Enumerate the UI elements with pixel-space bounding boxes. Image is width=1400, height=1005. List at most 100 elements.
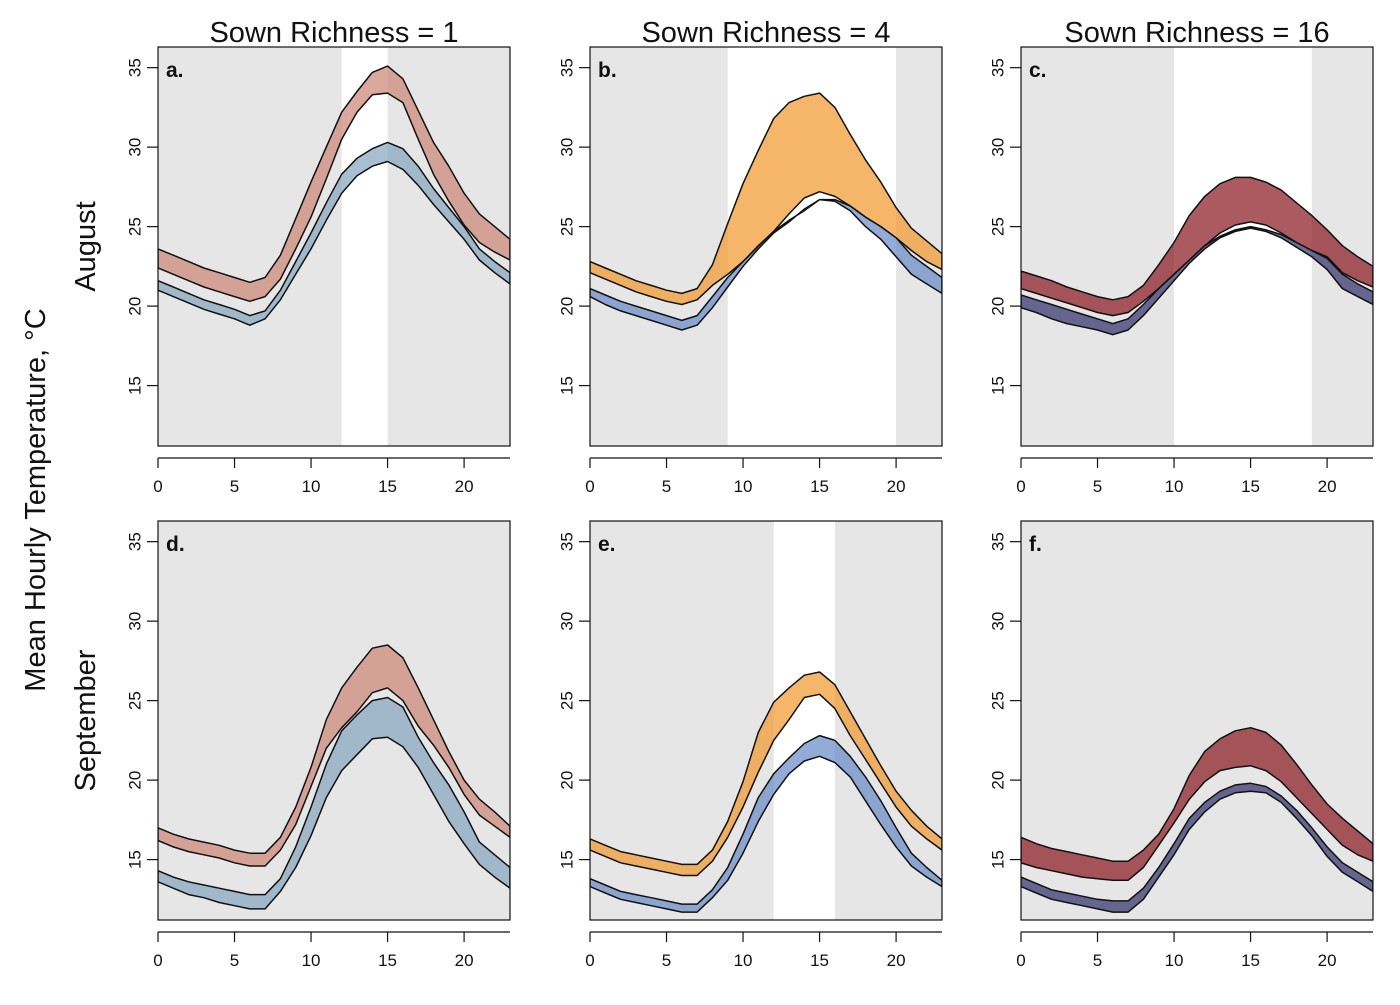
x-tick-label: 5	[662, 951, 671, 970]
y-tick-label: 15	[125, 850, 144, 869]
y-tick-label: 15	[988, 376, 1007, 395]
plot-frame	[157, 46, 511, 447]
x-tick-label: 20	[1318, 951, 1337, 970]
y-tick-label: 25	[988, 691, 1007, 710]
x-tick-label: 5	[230, 951, 239, 970]
x-tick-label: 10	[1165, 951, 1184, 970]
panel-label: a.	[166, 59, 184, 82]
y-tick-label: 25	[125, 217, 144, 236]
band	[590, 92, 942, 306]
band	[590, 198, 942, 331]
bands	[158, 65, 510, 326]
panel-label: d.	[166, 533, 185, 556]
x-tick-label: 5	[662, 477, 671, 496]
column-title: Sown Richness = 1	[209, 17, 458, 49]
x-tick-label: 20	[1318, 477, 1337, 496]
band	[590, 671, 942, 877]
column-title: Sown Richness = 16	[1064, 17, 1329, 49]
x-tick-label: 10	[734, 951, 753, 970]
x-tick-label: 0	[1016, 951, 1025, 970]
y-tick-label: 15	[557, 850, 576, 869]
band	[590, 734, 942, 913]
y-tick-label: 20	[988, 297, 1007, 316]
y-tick-label: 35	[988, 58, 1007, 77]
band	[1021, 726, 1373, 882]
column-title: Sown Richness = 4	[641, 17, 890, 49]
panel-label: f.	[1029, 533, 1042, 556]
y-tick-label: 35	[557, 532, 576, 551]
plot-frame	[1020, 46, 1374, 447]
x-tick-label: 20	[455, 477, 474, 496]
x-tick-label: 10	[734, 477, 753, 496]
band	[1021, 782, 1373, 913]
y-tick-label: 35	[557, 58, 576, 77]
y-tick-label: 30	[988, 612, 1007, 631]
x-tick-label: 15	[810, 951, 829, 970]
bands	[590, 92, 942, 331]
x-tick-label: 5	[1093, 951, 1102, 970]
y-tick-label: 20	[988, 771, 1007, 790]
x-tick-label: 0	[153, 477, 162, 496]
y-tick-label: 30	[557, 612, 576, 631]
y-tick-label: 15	[125, 376, 144, 395]
y-tick-label: 35	[125, 58, 144, 77]
shaded-region	[158, 47, 342, 446]
bands	[1021, 726, 1373, 913]
y-tick-label: 35	[988, 532, 1007, 551]
plot-frame	[589, 520, 943, 921]
panel-label: b.	[598, 59, 617, 82]
plot-frame	[589, 46, 943, 447]
band	[158, 644, 510, 867]
y-tick-label: 20	[125, 771, 144, 790]
y-tick-label: 20	[125, 297, 144, 316]
x-tick-label: 0	[153, 951, 162, 970]
row-title: September	[70, 649, 102, 791]
x-tick-label: 0	[585, 951, 594, 970]
x-tick-label: 20	[455, 951, 474, 970]
shaded-region	[1021, 521, 1373, 920]
y-axis-label: Mean Hourly Temperature, °C	[20, 308, 52, 691]
x-tick-label: 15	[378, 477, 397, 496]
y-tick-label: 20	[557, 297, 576, 316]
shaded-region	[590, 47, 728, 446]
panel-label: e.	[598, 533, 616, 556]
y-tick-label: 15	[988, 850, 1007, 869]
y-tick-label: 20	[557, 771, 576, 790]
bands	[590, 671, 942, 913]
x-tick-label: 0	[585, 477, 594, 496]
y-tick-label: 25	[125, 691, 144, 710]
band	[158, 696, 510, 910]
x-tick-label: 20	[887, 951, 906, 970]
y-tick-label: 30	[125, 138, 144, 157]
x-tick-label: 15	[810, 477, 829, 496]
band	[158, 141, 510, 326]
y-tick-label: 15	[557, 376, 576, 395]
y-tick-label: 30	[125, 612, 144, 631]
x-tick-label: 0	[1016, 477, 1025, 496]
x-tick-label: 20	[887, 477, 906, 496]
x-tick-label: 15	[1241, 951, 1260, 970]
bands	[1021, 176, 1373, 336]
y-tick-label: 35	[125, 532, 144, 551]
x-tick-label: 10	[1165, 477, 1184, 496]
band	[1021, 225, 1373, 336]
plot-frame	[1020, 520, 1374, 921]
y-tick-label: 25	[557, 691, 576, 710]
panel-label: c.	[1029, 59, 1047, 82]
y-tick-label: 25	[557, 217, 576, 236]
bands	[158, 644, 510, 910]
x-tick-label: 15	[378, 951, 397, 970]
row-title: August	[70, 201, 102, 291]
x-tick-label: 10	[302, 951, 321, 970]
plot-frame	[157, 520, 511, 921]
y-tick-label: 30	[557, 138, 576, 157]
y-tick-label: 30	[988, 138, 1007, 157]
y-tick-label: 25	[988, 217, 1007, 236]
x-tick-label: 5	[230, 477, 239, 496]
band	[1021, 176, 1373, 317]
x-tick-label: 5	[1093, 477, 1102, 496]
x-tick-label: 15	[1241, 477, 1260, 496]
shaded-region	[1021, 47, 1175, 446]
band	[158, 65, 510, 303]
